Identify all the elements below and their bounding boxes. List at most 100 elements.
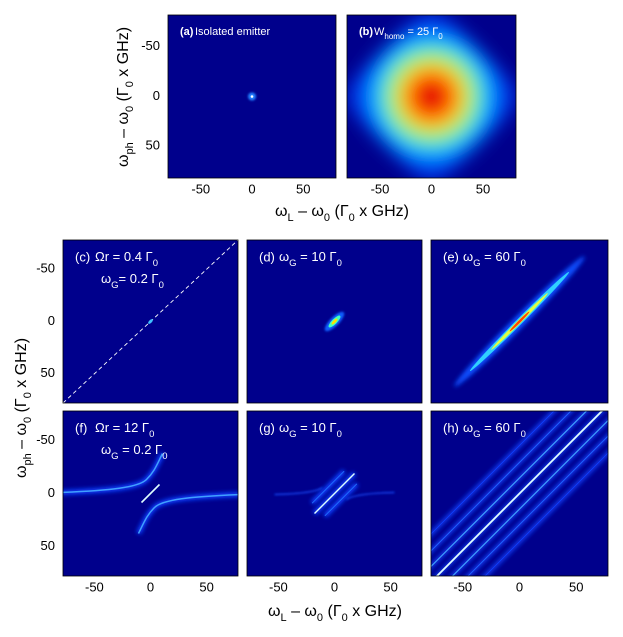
text-part: 0	[149, 429, 154, 440]
feature	[347, 15, 516, 178]
panel-tag: (f)	[75, 420, 87, 435]
feature	[324, 483, 358, 517]
text-part: ph	[124, 142, 136, 154]
panel: Ωr = 12 Γ0(f)ωG = 0.2 Γ0	[62, 410, 239, 577]
text-part: – ω	[13, 423, 30, 453]
text-part: G	[473, 258, 480, 269]
text-part: – ω	[115, 112, 132, 142]
text-part: Ωr = 0.4 Γ	[95, 249, 153, 264]
text-part: = 10 Γ	[297, 420, 337, 435]
panel-label: ωG = 60 Γ0	[463, 420, 526, 440]
text-part: L	[288, 212, 294, 224]
feature	[509, 311, 530, 332]
y-axis-title: ωph – ω0 (Γ0 x GHz)	[13, 338, 34, 478]
text-part: ω	[13, 466, 30, 479]
text-part: Isolated emitter	[195, 26, 271, 38]
panel-label: Whomo = 25 Γ0	[374, 26, 443, 41]
panel-label: Isolated emitter	[195, 26, 271, 38]
y-tick-label: 0	[48, 313, 55, 328]
panel-label: Ωr = 0.4 Γ0	[95, 249, 158, 269]
panel-label: ωG = 0.2 Γ0	[101, 442, 168, 462]
x-tick-label: 50	[569, 579, 583, 594]
text-part: = 25 Γ	[404, 26, 438, 38]
panel-tag: (a)	[180, 26, 194, 38]
text-part: ω	[101, 271, 111, 286]
text-part: ω	[463, 420, 473, 435]
heatmap	[274, 469, 395, 518]
text-part: = 60 Γ	[481, 420, 521, 435]
feature	[484, 452, 608, 576]
text-part: ω	[463, 249, 473, 264]
text-part: 0	[124, 81, 136, 87]
panel-frame	[246, 410, 423, 577]
panel-tag: (c)	[75, 249, 90, 264]
text-part: 0	[159, 280, 164, 291]
x-tick-label: 0	[428, 181, 435, 196]
panel-tag: (e)	[443, 249, 459, 264]
x-axis-title: ωL – ω0 (Γ0 x GHz)	[268, 603, 402, 624]
text-part: G	[111, 280, 118, 291]
text-part: (Γ	[323, 603, 342, 620]
y-tick-label: -50	[36, 432, 55, 447]
text-part: G	[111, 451, 118, 462]
panel-label: Ωr = 12 Γ0	[95, 420, 154, 440]
text-part: x GHz)	[13, 338, 30, 392]
feature	[250, 95, 254, 98]
text-part: ω	[279, 249, 289, 264]
feature	[431, 411, 572, 552]
panel-tag: (g)	[259, 420, 275, 435]
x-tick-label: 50	[199, 579, 213, 594]
panel-frame	[62, 239, 239, 404]
text-part: 0	[521, 258, 526, 269]
x-tick-label: -50	[269, 579, 288, 594]
text-part: ω	[101, 442, 111, 457]
text-part: = 0.2 Γ	[119, 442, 163, 457]
feature	[331, 318, 338, 325]
panel-tag: (h)	[443, 420, 459, 435]
heatmap	[431, 411, 608, 576]
heatmap	[63, 240, 238, 403]
feature	[451, 419, 608, 576]
text-part: 0	[438, 32, 443, 41]
panel-frame	[430, 410, 609, 577]
text-part: 0	[22, 417, 34, 423]
text-part: L	[281, 612, 287, 624]
y-tick-label: 50	[41, 365, 55, 380]
panel: Ωr = 0.4 Γ0(c)ωG= 0.2 Γ0	[62, 239, 239, 404]
feature	[431, 411, 555, 535]
text-part: 0	[337, 429, 342, 440]
panel-tag: (d)	[259, 249, 275, 264]
feature	[314, 473, 355, 514]
text-part: ph	[22, 453, 34, 465]
feature	[137, 493, 238, 534]
text-part: x GHz)	[355, 203, 409, 220]
y-axis-title: ωph – ω0 (Γ0 x GHz)	[115, 27, 136, 167]
feature	[435, 411, 604, 576]
feature	[346, 491, 395, 501]
text-part: 0	[521, 429, 526, 440]
text-part: ω	[268, 603, 281, 620]
text-part: 0	[317, 612, 323, 624]
x-tick-label: -50	[191, 181, 210, 196]
x-tick-label: -50	[453, 579, 472, 594]
panel: Isolated emitter(a)	[167, 14, 337, 179]
feature	[274, 486, 323, 496]
text-part: (Γ	[330, 203, 349, 220]
x-tick-label: -50	[371, 181, 390, 196]
x-tick-label: 0	[516, 579, 523, 594]
heatmap	[324, 311, 345, 332]
text-part: 0	[342, 612, 348, 624]
text-part: – ω	[294, 203, 324, 220]
panel: ωG = 60 Γ0 (h)	[430, 410, 609, 577]
feature	[467, 435, 608, 576]
panel: Whomo = 25 Γ0(b)	[346, 14, 517, 179]
text-part: G	[289, 429, 296, 440]
panel-label: ωG= 0.2 Γ0	[101, 271, 164, 291]
y-tick-label: -50	[36, 261, 55, 276]
panel-label: ωG = 10 Γ0	[279, 420, 342, 440]
panel-tag: (b)	[359, 26, 373, 38]
panel-frame	[167, 14, 337, 179]
text-part: Ωr = 12 Γ	[95, 420, 149, 435]
panel: ωG = 10 Γ0 (g)	[246, 410, 423, 577]
text-part: x GHz)	[115, 27, 132, 81]
